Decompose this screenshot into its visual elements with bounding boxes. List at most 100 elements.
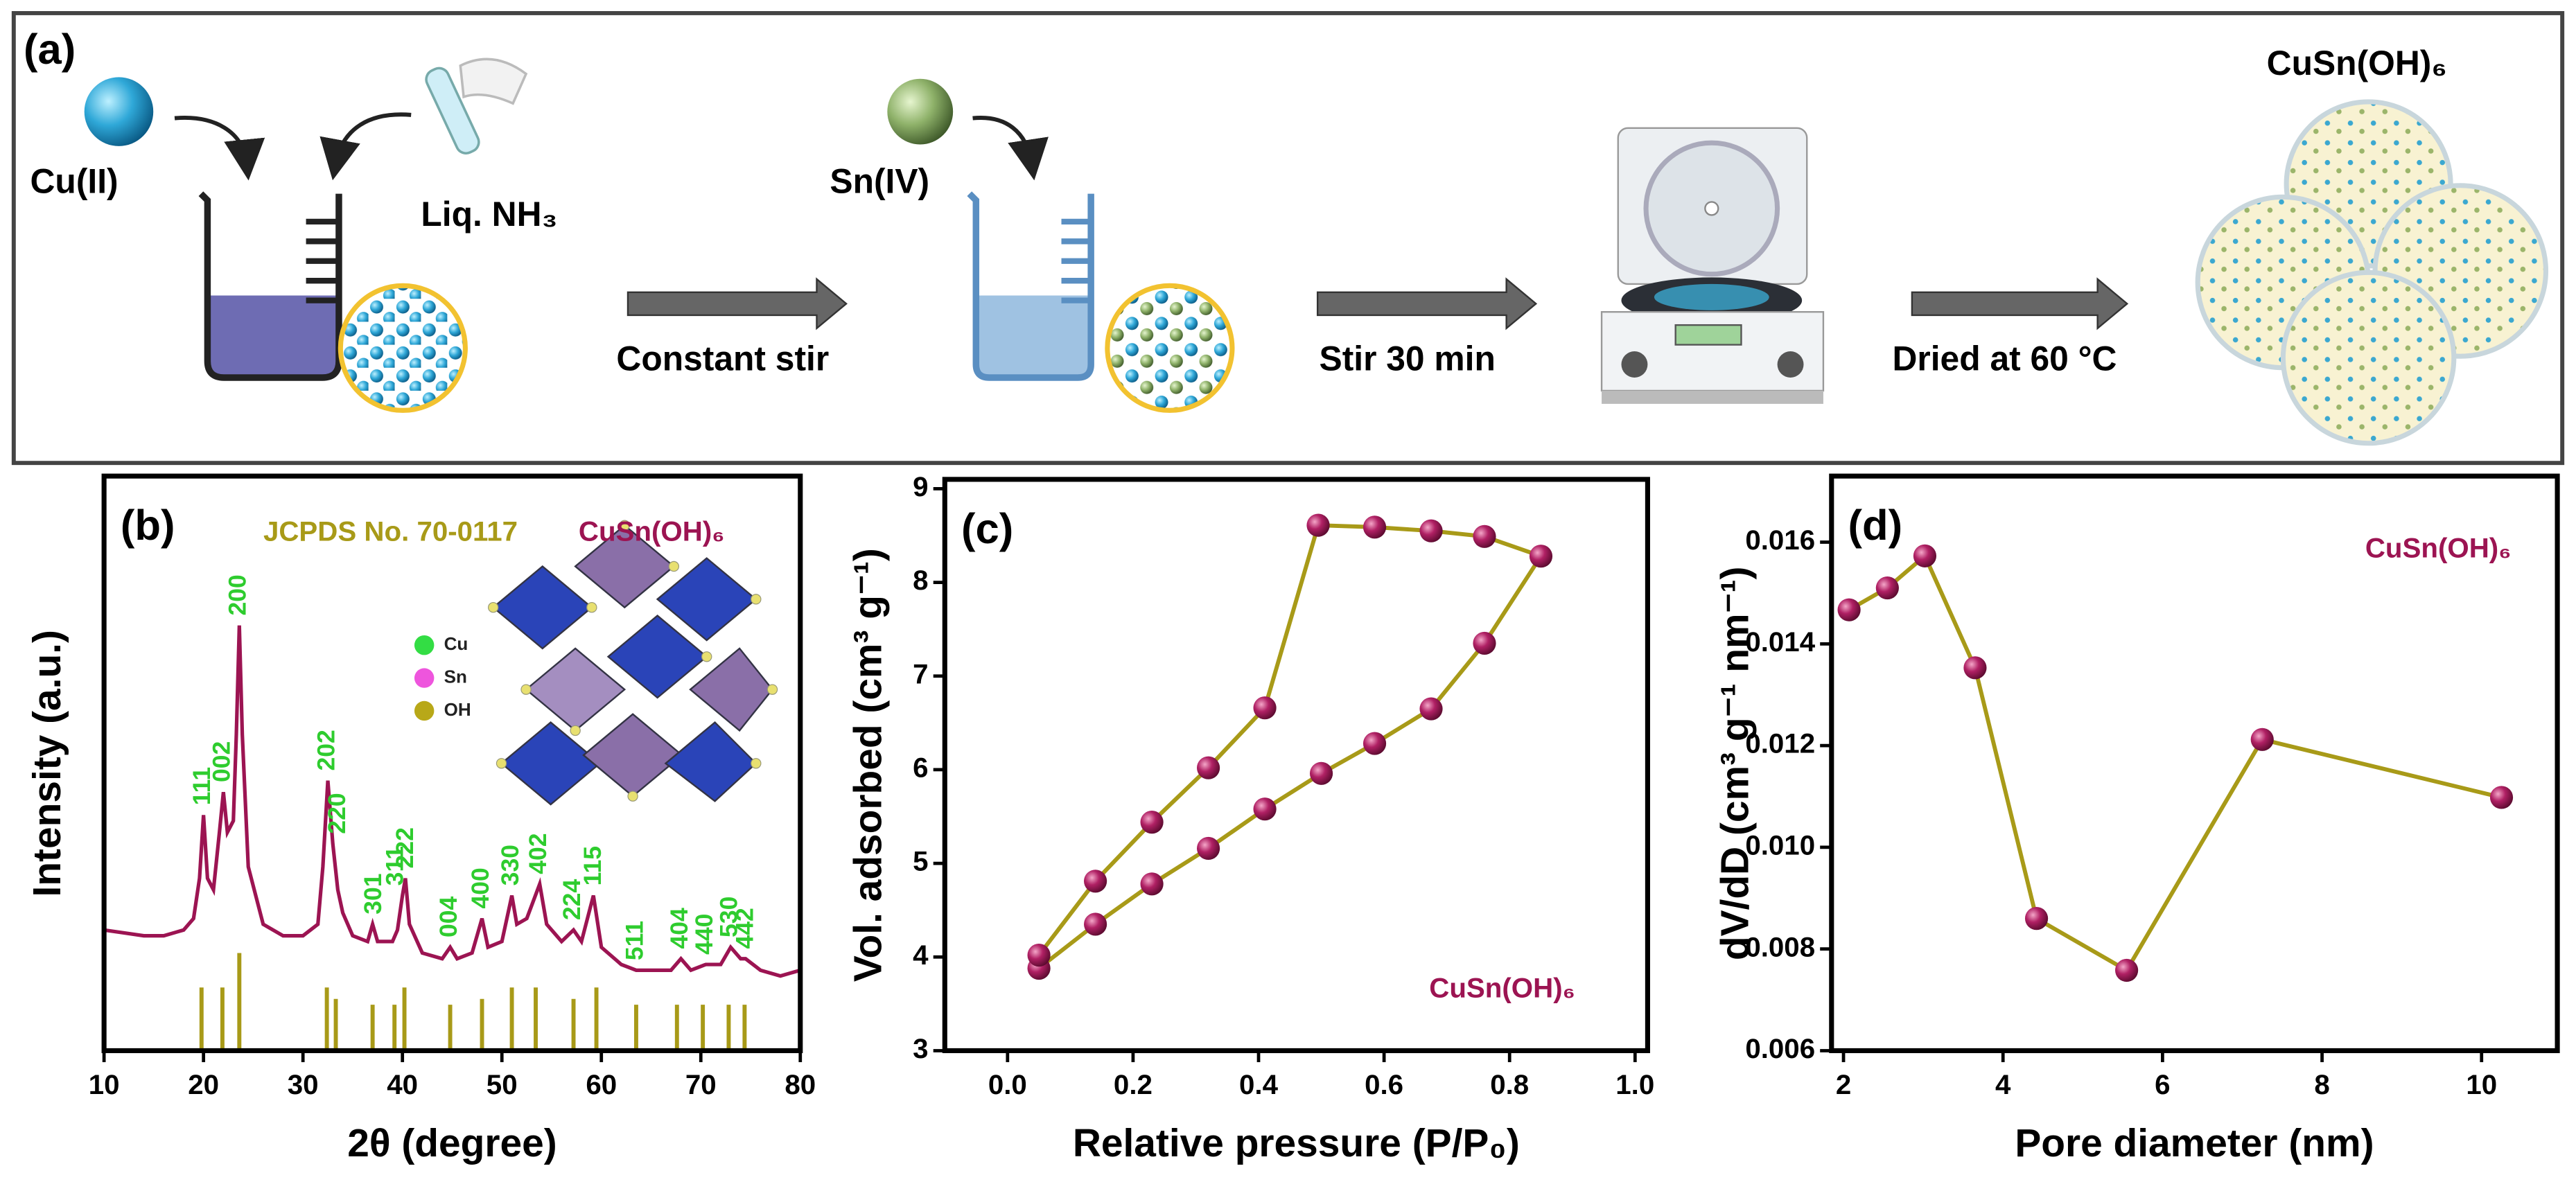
x-tick-label: 4: [1995, 1069, 2011, 1100]
legend-label: OH: [444, 699, 471, 720]
legend-swatch: [414, 635, 435, 655]
y-tick-label: 0.016: [1745, 524, 1815, 556]
x-tick-label: 70: [685, 1069, 717, 1100]
plots: 10 20 30 40 50 60 70 80 JCPDS No. 70-0117 CuSn(OH…: [26, 471, 2560, 1165]
x-tick-label: 0.8: [1490, 1069, 1529, 1100]
nh3-label: Liq. NH₃: [421, 195, 557, 233]
data-point: [2024, 907, 2049, 930]
data-point: [1306, 513, 1330, 537]
particles: [2195, 99, 2549, 446]
peak-label: 111: [188, 767, 216, 805]
peak-label: 115: [579, 846, 606, 885]
sn-sphere: [887, 78, 954, 145]
peak-label: 440: [690, 914, 718, 955]
x-tick-label: 30: [288, 1069, 319, 1100]
x-tick-label: 0.0: [988, 1069, 1027, 1100]
data-point: [1963, 656, 1987, 680]
legend-label: Sn: [444, 666, 467, 687]
arrow: [319, 112, 412, 181]
peak-label: 004: [435, 896, 462, 937]
zoom-circle: [338, 283, 468, 413]
data-point: [1363, 515, 1387, 539]
x-axis-label: 2θ (degree): [347, 1122, 557, 1165]
peak-label: 202: [312, 730, 340, 770]
y-tick-label: 0.008: [1745, 931, 1815, 962]
cu-label: Cu(II): [30, 162, 119, 201]
data-point: [2489, 786, 2514, 809]
plot-frame: [1829, 473, 2560, 1053]
x-tick-label: 80: [785, 1069, 816, 1100]
step-arrow: [1911, 277, 2129, 330]
step-arrow: [627, 277, 848, 330]
x-tick-label: 50: [487, 1069, 518, 1100]
x-tick-label: 8: [2314, 1069, 2329, 1100]
data-point: [1196, 836, 1220, 861]
step-label: Dried at 60 °C: [1892, 339, 2117, 378]
y-tick-label: 0.014: [1745, 626, 1815, 658]
beaker: [198, 191, 342, 381]
y-axis-label: dV/dD (cm³ g⁻¹ nm⁻¹): [1714, 567, 1758, 961]
centrifuge-icon: [1600, 127, 1825, 404]
cu-sphere: [84, 77, 154, 146]
x-tick-label: 0.6: [1365, 1069, 1403, 1100]
peak-label: 442: [731, 908, 759, 949]
crystal-structure: [487, 520, 778, 806]
data-line: [1848, 552, 2503, 973]
step-label: Stir 30 min: [1320, 339, 1496, 378]
data-point: [1529, 545, 1553, 568]
scheme-panel: (a) Cu(II) Liq. NH₃ Constant stir Sn(IV)…: [11, 10, 2565, 466]
series-label: CuSn(OH)₆: [579, 516, 725, 547]
data-point: [2115, 958, 2139, 982]
peak-label: 330: [496, 845, 524, 885]
x-tick-label: 6: [2155, 1069, 2170, 1100]
legend-swatch: [414, 668, 435, 688]
series-label: CuSn(OH)₆: [1429, 972, 1575, 1003]
beaker: [967, 191, 1094, 381]
data-point: [1473, 524, 1496, 548]
data-point: [1196, 756, 1220, 779]
data-point: [1309, 761, 1333, 785]
plot-frame: [101, 473, 803, 1053]
x-tick-label: 60: [586, 1069, 617, 1100]
y-tick-label: 9: [913, 471, 928, 502]
panel-label: (d): [1848, 502, 1902, 549]
y-tick-label: 0.012: [1745, 728, 1815, 759]
x-axis-label: Pore diameter (nm): [2015, 1122, 2374, 1165]
pipette-icon: [425, 58, 528, 155]
x-tick-label: 2: [1836, 1069, 1851, 1100]
x-tick-label: 10: [89, 1069, 120, 1100]
arrow: [174, 116, 265, 181]
panel-label: (b): [121, 502, 175, 549]
y-tick-label: 6: [913, 752, 928, 784]
series-label: CuSn(OH)₆: [2365, 532, 2512, 563]
x-tick-label: 40: [387, 1069, 418, 1100]
product-label: CuSn(OH)₆: [2267, 44, 2447, 82]
peak-label: 200: [224, 574, 252, 615]
legend-swatch: [414, 700, 435, 721]
data-point: [1027, 943, 1051, 967]
legend-label: Cu: [444, 633, 468, 654]
y-tick-label: 0.010: [1745, 830, 1815, 861]
x-tick-label: 10: [2466, 1069, 2497, 1100]
x-tick-label: 0.2: [1114, 1069, 1153, 1100]
data-point: [1084, 912, 1107, 936]
arrow: [972, 116, 1049, 181]
peak-label: 220: [323, 793, 351, 833]
plot-frame: [942, 477, 1650, 1053]
data-point: [1913, 544, 1937, 567]
y-tick-label: 3: [913, 1033, 928, 1064]
y-tick-label: 0.006: [1745, 1033, 1815, 1064]
y-tick-label: 8: [913, 565, 928, 596]
x-tick-label: 0.4: [1239, 1069, 1279, 1100]
y-tick-label: 4: [913, 940, 929, 971]
data-point: [1419, 519, 1443, 543]
data-point: [1473, 631, 1496, 655]
x-tick-label: 1.0: [1615, 1069, 1654, 1100]
step-label: Constant stir: [616, 339, 829, 378]
sn-label: Sn(IV): [830, 162, 929, 201]
data-point: [1837, 598, 1861, 621]
data-point: [1084, 870, 1107, 893]
peak-label: 511: [620, 921, 648, 960]
data-point: [1253, 797, 1277, 821]
